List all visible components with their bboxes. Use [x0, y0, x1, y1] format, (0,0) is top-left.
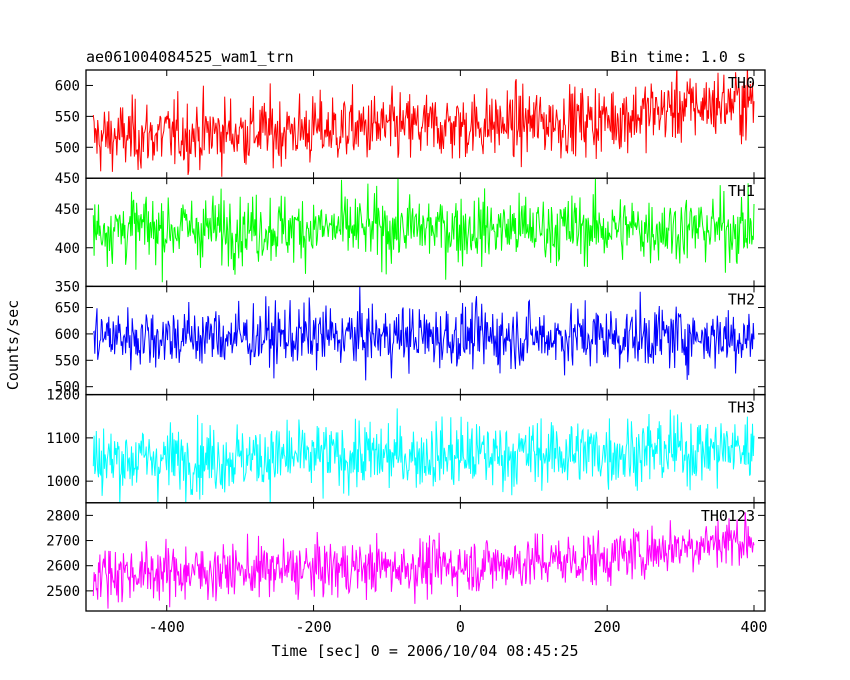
x-tick-label: -400: [149, 618, 185, 636]
series-th0: [92, 70, 755, 177]
y-tick-label: 450: [55, 202, 80, 218]
series-th3: [92, 408, 755, 503]
y-tick-label: 550: [55, 109, 80, 125]
panel-label-th3: TH3: [728, 399, 755, 417]
y-tick-label: 450: [55, 171, 80, 187]
panel-label-th2: TH2: [728, 290, 755, 308]
y-tick-label: 2500: [46, 584, 80, 600]
y-tick-label: 350: [55, 279, 80, 295]
y-tick-label: 1200: [46, 388, 80, 404]
y-tick-label: 1000: [46, 474, 80, 490]
y-tick-label: 600: [55, 327, 80, 343]
x-tick-label: 200: [594, 618, 621, 636]
y-tick-label: 2600: [46, 559, 80, 575]
y-tick-label: 550: [55, 353, 80, 369]
y-tick-label: 500: [55, 140, 80, 156]
y-tick-label: 650: [55, 301, 80, 317]
x-tick-label: -200: [295, 618, 331, 636]
series-th0123: [92, 512, 755, 609]
x-tick-label: 0: [456, 618, 465, 636]
y-tick-label: 2700: [46, 534, 80, 550]
y-tick-label: 1100: [46, 431, 80, 447]
y-tick-label: 400: [55, 241, 80, 257]
x-tick-label: 400: [740, 618, 767, 636]
panel-label-th0: TH0: [728, 74, 755, 92]
y-axis-label: Counts/sec: [4, 300, 22, 390]
series-th1: [92, 178, 755, 283]
y-tick-label: 500: [55, 380, 80, 396]
chart-title-left: ae061004084525_wam1_trn: [86, 48, 294, 66]
series-th2: [92, 286, 755, 381]
y-tick-label: 2800: [46, 508, 80, 524]
chart-title-right: Bin time: 1.0 s: [611, 48, 746, 66]
panel-frame-th0123: [85, 502, 766, 612]
panels-group: 450 500 550 600 TH0 350 400 450 TH1 500 550 600 650 T…: [46, 69, 768, 636]
y-tick-label: 600: [55, 78, 80, 94]
panel-label-th0123: TH0123: [701, 507, 755, 525]
panel-label-th1: TH1: [728, 182, 755, 200]
x-axis-label: Time [sec] 0 = 2006/10/04 08:45:25: [271, 642, 578, 660]
